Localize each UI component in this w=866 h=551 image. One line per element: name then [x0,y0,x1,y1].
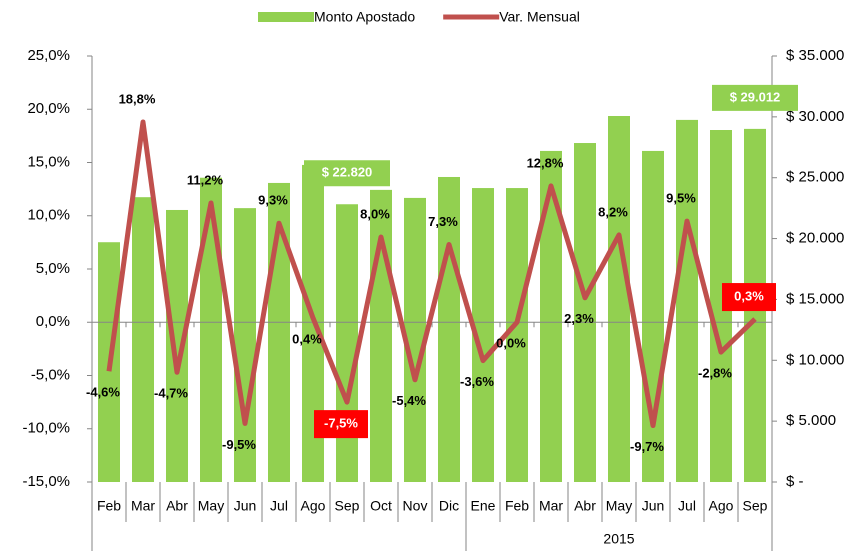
bar [166,209,188,482]
bar [710,130,732,482]
value-label: -9,5% [222,437,256,452]
value-label: -4,6% [86,385,120,400]
value-label: -2,8% [698,366,732,381]
bar [540,150,562,483]
bar [472,188,494,482]
x-tick-label: Mar [539,498,563,514]
value-label: 2,3% [564,311,594,326]
bar [132,197,154,482]
value-label: 12,8% [527,155,564,170]
x-tick-label: Jul [270,498,288,514]
value-label: $ 29.012 [730,89,781,104]
y-tick-label: 20,0% [27,100,70,117]
y2-tick-label: $ 35.000 [786,47,844,64]
x-tick-label: Mar [131,498,155,514]
y-tick-label: 25,0% [27,47,70,64]
y-tick-label: -10,0% [22,420,70,437]
y2-tick-label: $ 15.000 [786,290,844,307]
x-tick-label: Abr [166,498,188,514]
y-tick-label: 0,0% [36,313,70,330]
y2-tick-label: $ 25.000 [786,169,844,186]
y-tick-label: -15,0% [22,473,70,490]
bar [200,177,222,482]
bar [642,150,664,483]
value-label: 8,0% [360,206,390,221]
x-tick-label: May [606,498,632,514]
value-label: -4,7% [154,386,188,401]
x-tick-label: Ene [471,498,496,514]
bar [370,189,392,482]
legend-label: Monto Apostado [314,9,415,25]
x-tick-label: Feb [505,498,529,514]
y2-tick-label: $ 10.000 [786,351,844,368]
bar [574,143,596,483]
x-tick-label: Nov [403,498,428,514]
y2-tick-label: $ 20.000 [786,230,844,247]
x-tick-label: Abr [574,498,596,514]
x-tick-label: Ago [709,498,734,514]
value-label-box [712,84,798,111]
value-label: $ 22.820 [322,165,373,180]
bar [506,188,528,482]
y-tick-label: 5,0% [36,260,70,277]
value-label: 0,0% [496,336,526,351]
value-label: 0,3% [734,288,764,303]
group-label: 2015 [603,531,634,547]
line [106,119,757,429]
x-tick-label: Feb [97,498,121,514]
value-label: 18,8% [119,91,156,106]
y2-tick-label: $ 30.000 [786,108,844,125]
legend-swatch [258,12,314,22]
x-tick-label: Ago [301,498,326,514]
x-tick-label: Jun [234,498,257,514]
y-tick-label: 15,0% [27,153,70,170]
legend-label: Var. Mensual [499,9,580,25]
bar [676,119,698,483]
x-tick-label: Sep [335,498,360,514]
x-tick-label: Jul [678,498,696,514]
value-label: 0,4% [292,331,322,346]
bar [404,197,426,482]
value-label: 8,2% [598,204,628,219]
value-label: 9,3% [258,193,288,208]
bar [608,116,630,483]
value-label-box [722,283,776,312]
value-label: -9,7% [630,439,664,454]
x-tick-label: Oct [370,498,392,514]
value-label: 7,3% [428,214,458,229]
value-label-box [304,160,390,187]
value-label: -7,5% [324,416,358,431]
value-label: -3,6% [460,374,494,389]
y2-tick-label: $ - [786,473,804,490]
x-tick-label: Sep [743,498,768,514]
value-label: 9,5% [666,191,696,206]
x-tick-label: May [198,498,224,514]
value-label: 11,2% [187,172,224,187]
y2-tick-label: $ 5.000 [786,412,836,429]
bar [438,176,460,482]
bar [234,208,256,482]
value-label: -5,4% [392,393,426,408]
y-tick-label: -5,0% [31,366,70,383]
x-tick-label: Dic [439,498,459,514]
x-tick-label: Jun [642,498,665,514]
bar [336,204,358,483]
y-tick-label: 10,0% [27,207,70,224]
value-label-box [314,410,368,439]
